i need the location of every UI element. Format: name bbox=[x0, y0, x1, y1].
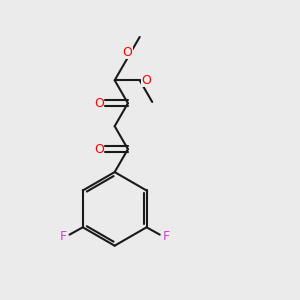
Text: F: F bbox=[59, 230, 67, 243]
Text: O: O bbox=[94, 97, 104, 110]
Text: O: O bbox=[122, 46, 132, 59]
Text: F: F bbox=[163, 230, 170, 243]
Text: O: O bbox=[141, 74, 151, 87]
Text: O: O bbox=[94, 142, 104, 156]
